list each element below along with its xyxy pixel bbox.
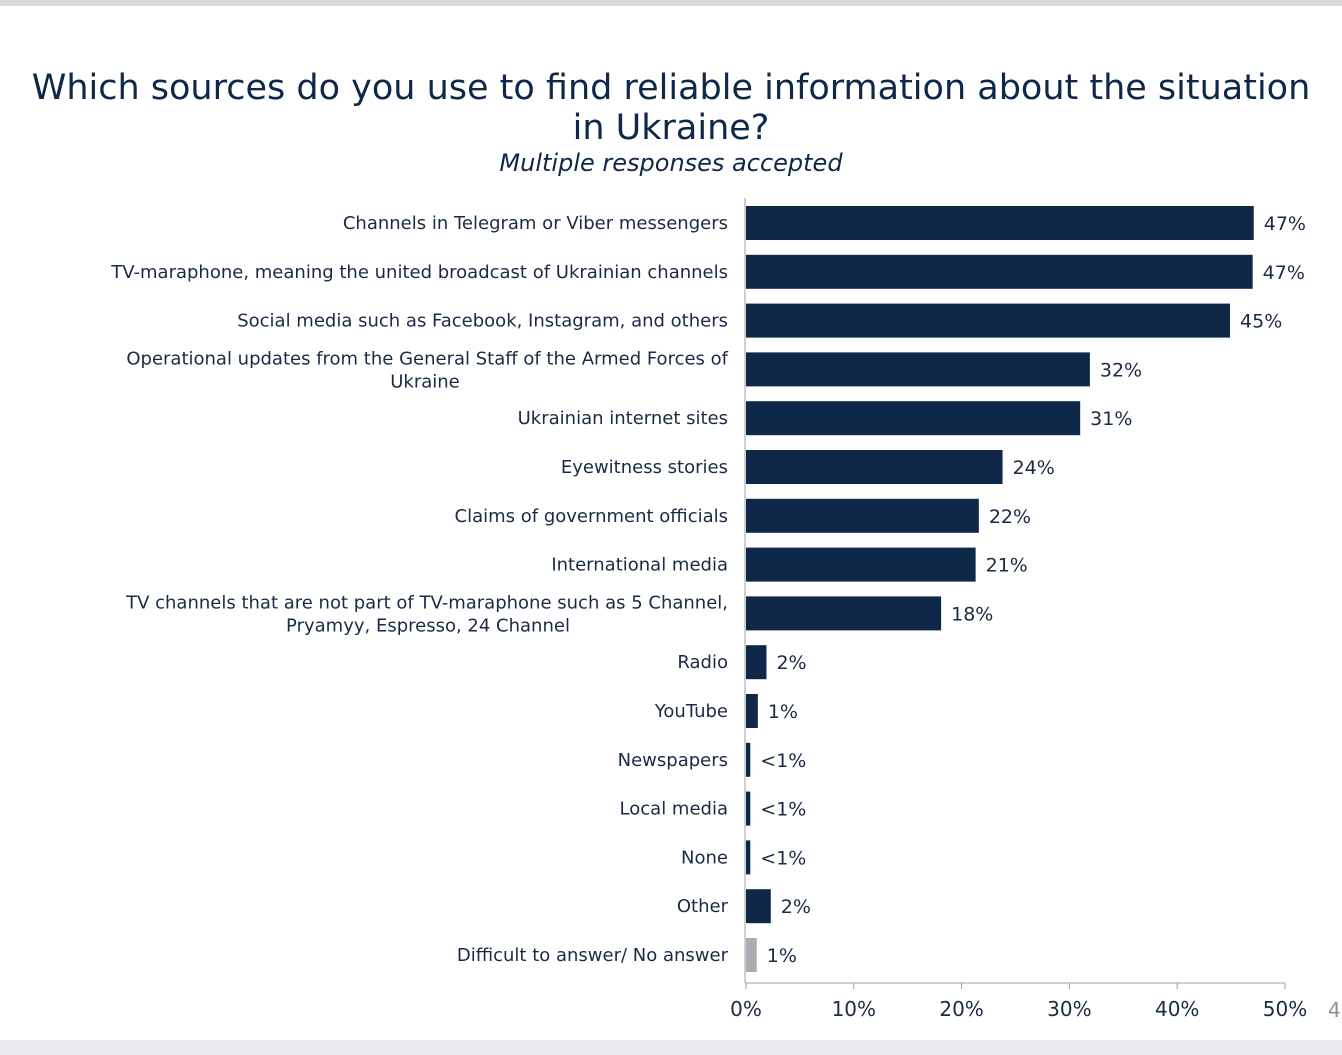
bar (746, 547, 976, 582)
bars-layer (746, 206, 1254, 972)
value-label: 47% (1264, 213, 1306, 235)
bar (746, 206, 1254, 240)
x-tick-label: 40% (1155, 997, 1199, 1021)
bar (746, 450, 1003, 484)
category-label: YouTube (654, 701, 728, 722)
value-label: 1% (767, 945, 797, 967)
value-label: 31% (1090, 408, 1132, 430)
category-label: Claims of government officials (455, 506, 728, 527)
bar (746, 938, 757, 972)
category-label: TV-maraphone, meaning the united broadca… (110, 262, 728, 283)
bottom-divider (0, 1040, 1342, 1055)
bar (746, 840, 751, 875)
bar (746, 254, 1253, 289)
value-label: 2% (776, 652, 806, 674)
bar (746, 401, 1081, 436)
bar (746, 694, 758, 728)
top-divider (0, 0, 1342, 6)
category-label: Difficult to answer/ No answer (457, 945, 729, 966)
category-label: Eyewitness stories (561, 457, 728, 478)
category-label: Channels in Telegram or Viber messengers (343, 213, 728, 234)
value-label: 32% (1100, 359, 1142, 381)
bar (746, 889, 771, 924)
category-label: Social media such as Facebook, Instagram… (237, 311, 728, 332)
value-label: <1% (760, 750, 806, 772)
bar (746, 791, 751, 826)
category-label: Ukrainian internet sites (518, 408, 728, 429)
bar (746, 645, 767, 680)
category-label: International media (551, 555, 728, 576)
bar (746, 352, 1090, 387)
category-label: TV channels that are not part of TV-mara… (125, 592, 728, 636)
bar (746, 303, 1231, 338)
bar (746, 742, 751, 777)
x-tick-label: 0% (730, 997, 762, 1021)
value-label: <1% (760, 799, 806, 821)
bar (746, 498, 979, 533)
category-labels: Channels in Telegram or Viber messengers… (110, 213, 728, 966)
category-label: Operational updates from the General Sta… (126, 348, 728, 392)
value-labels: 47% 47% 45% 32% 31% 24% 22% 21% 18% 2% 1% <1% <1% <1%… (760, 213, 1306, 967)
category-label: None (681, 847, 728, 868)
value-label: 21% (986, 555, 1028, 577)
category-label: Newspapers (618, 750, 728, 771)
category-label: Radio (677, 652, 728, 673)
chart-title: Which sources do you use to find reliabl… (31, 68, 1311, 148)
x-tick-label: 20% (939, 997, 983, 1021)
value-label: 24% (1013, 457, 1055, 479)
x-tick-label: 10% (832, 997, 876, 1021)
value-label: 47% (1263, 262, 1305, 284)
page-number: 4 (1328, 998, 1341, 1022)
x-tick-label: 30% (1047, 997, 1091, 1021)
category-label: Other (677, 896, 729, 917)
value-label: 22% (989, 506, 1031, 528)
chart-subtitle: Multiple responses accepted (499, 149, 843, 177)
bar (746, 596, 942, 631)
value-label: 2% (781, 896, 811, 918)
value-label: 1% (768, 701, 798, 723)
value-label: 18% (951, 603, 993, 625)
category-label: Local media (620, 799, 728, 820)
value-label: <1% (760, 847, 806, 869)
x-axis: 0% 10% 20% 30% 40% 50% (730, 198, 1307, 1021)
value-label: 45% (1240, 311, 1282, 333)
x-tick-label: 50% (1263, 997, 1307, 1021)
